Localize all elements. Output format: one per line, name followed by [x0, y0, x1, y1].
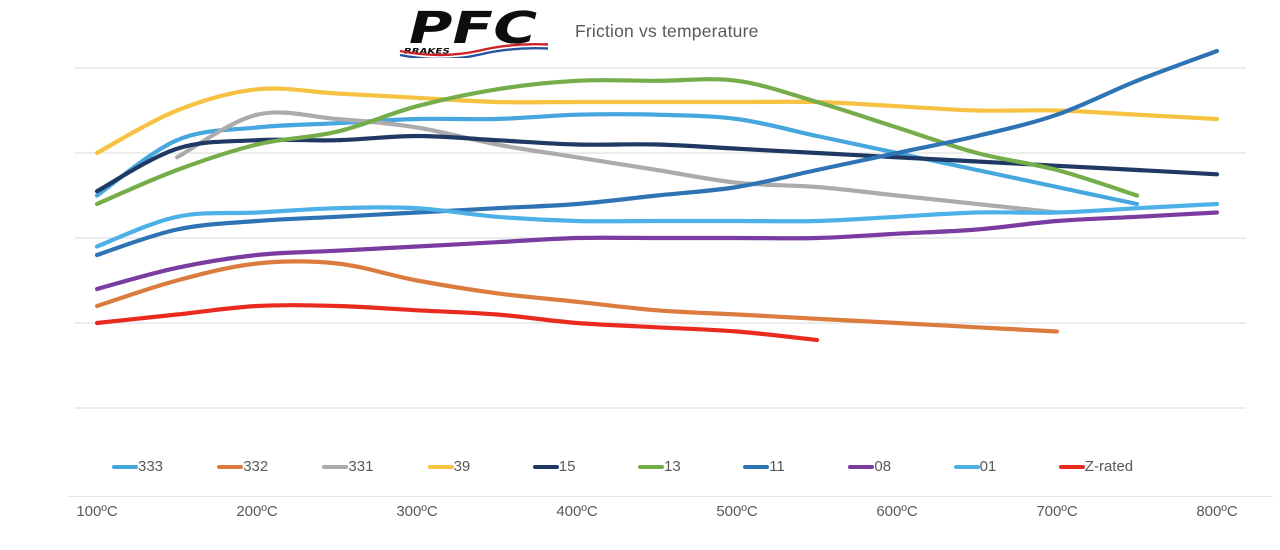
legend-label: 15 — [558, 458, 576, 475]
legend-item-13: 13 — [638, 456, 681, 478]
x-axis: 100ºC 200ºC 300ºC 400ºC 500ºC 600ºC 700ºC 800ºC — [0, 503, 1280, 523]
legend: 333 332 331 39 15 13 11 08 01 Z-rated — [0, 456, 1280, 478]
legend-item-Z-rated: Z-rated — [1058, 456, 1134, 478]
legend-label: 13 — [664, 458, 681, 475]
x-axis-label-200: 200ºC — [236, 503, 278, 520]
legend-item-01: 01 — [953, 456, 997, 478]
series-line-331 — [174, 110, 1060, 215]
legend-swatch-08 — [848, 464, 875, 470]
legend-swatch-15 — [532, 464, 559, 470]
x-axis-label-300: 300ºC — [396, 503, 438, 520]
series-line-11 — [94, 48, 1220, 258]
series-line-01 — [94, 201, 1220, 249]
series-line-08 — [94, 210, 1220, 292]
series-line-39 — [94, 86, 1220, 156]
axis-line — [67, 496, 1273, 497]
series-line-Z-rated — [94, 303, 820, 343]
legend-item-331: 331 — [322, 456, 373, 478]
chart-title: Friction vs temperature — [575, 21, 759, 41]
x-axis-label-500: 500ºC — [716, 503, 758, 520]
x-axis-label-600: 600ºC — [876, 503, 918, 520]
legend-swatch-39 — [427, 464, 454, 470]
legend-swatch-01 — [953, 464, 980, 470]
legend-swatch-13 — [638, 464, 664, 470]
logo-swoosh-red — [399, 43, 549, 57]
series-line-13 — [94, 77, 1140, 207]
legend-swatch-333 — [112, 464, 138, 470]
legend-label: 08 — [874, 458, 892, 475]
legend-label: 333 — [138, 458, 164, 475]
x-axis-label-700: 700ºC — [1036, 503, 1078, 520]
logo-subtext: BRAKES — [403, 47, 451, 56]
legend-item-332: 332 — [217, 456, 268, 478]
legend-swatch-332 — [217, 464, 244, 470]
legend-item-15: 15 — [532, 456, 576, 478]
legend-swatch-11 — [743, 464, 770, 470]
legend-label: 39 — [453, 458, 471, 475]
legend-label: 11 — [769, 458, 785, 475]
x-axis-label-400: 400ºC — [556, 503, 598, 520]
legend-item-333: 333 — [112, 456, 163, 478]
legend-label: 331 — [348, 458, 374, 475]
legend-swatch-331 — [322, 464, 349, 470]
legend-label: Z-rated — [1084, 458, 1134, 475]
legend-item-08: 08 — [848, 456, 891, 478]
legend-item-11: 11 — [743, 456, 785, 478]
legend-label: 332 — [243, 458, 269, 475]
x-axis-label-800: 800ºC — [1196, 503, 1238, 520]
legend-label: 01 — [979, 458, 997, 475]
legend-swatch-Z-rated — [1058, 464, 1085, 470]
series-line-332 — [94, 259, 1060, 334]
x-axis-label-100: 100ºC — [76, 503, 118, 520]
series-line-333 — [94, 112, 1140, 207]
legend-item-39: 39 — [427, 456, 471, 478]
plot-area — [75, 48, 1246, 409]
